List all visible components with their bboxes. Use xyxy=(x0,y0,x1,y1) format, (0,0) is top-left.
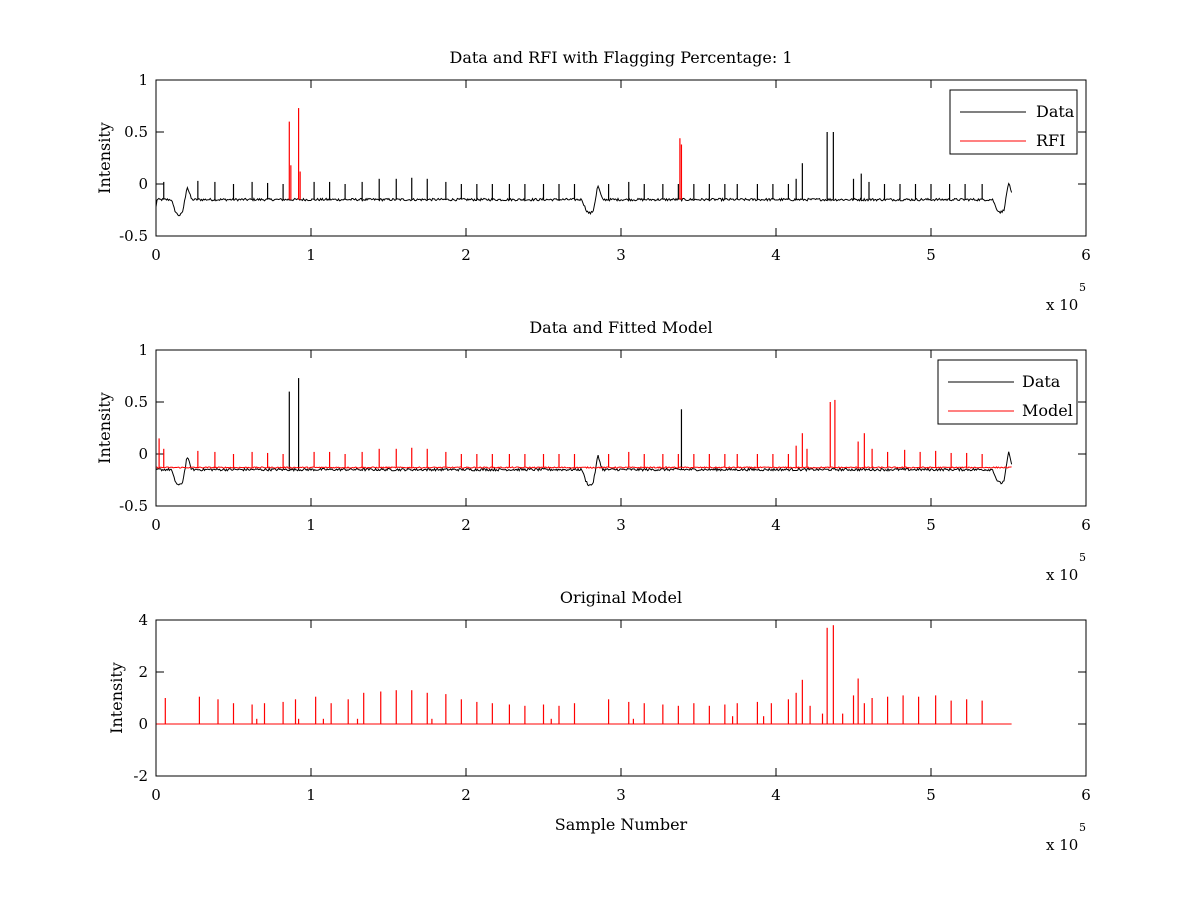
legend-label-model: Model xyxy=(1022,401,1073,420)
axes-box xyxy=(155,79,1087,237)
x-tick-label: 0 xyxy=(151,516,161,534)
panel-title: Data and RFI with Flagging Percentage: 1 xyxy=(449,48,792,67)
y-tick-label: 0.5 xyxy=(124,123,148,141)
x-tick-label: 1 xyxy=(306,246,316,264)
y-tick-label: 0 xyxy=(138,175,148,193)
x-exponent: 5 xyxy=(1079,551,1086,564)
legend: Data RFI xyxy=(949,89,1078,155)
x-tick-label: 4 xyxy=(771,786,781,804)
plot-area xyxy=(156,625,1012,725)
y-tick-label: 0 xyxy=(138,715,148,733)
y-tick-label: 0.5 xyxy=(124,393,148,411)
axes-box xyxy=(155,619,1087,777)
y-axis-label: Intensity xyxy=(95,122,114,194)
x-axis-label: Sample Number xyxy=(555,815,688,834)
y-axis-label: Intensity xyxy=(107,662,126,734)
y-tick-label: -2 xyxy=(133,767,148,785)
panel-title: Original Model xyxy=(560,588,682,607)
panel-title: Data and Fitted Model xyxy=(529,318,712,337)
x-tick-label: 3 xyxy=(616,786,626,804)
x-exponent: 5 xyxy=(1079,281,1086,294)
series-trace-model xyxy=(155,466,1012,469)
x-tick-label: 6 xyxy=(1081,516,1091,534)
x-tick-label: 6 xyxy=(1081,246,1091,264)
y-tick-label: -0.5 xyxy=(119,227,148,245)
y-tick-label: -0.5 xyxy=(119,497,148,515)
panel-data-model: Data and Fitted Model Intensity 0 1 2 3 4 5 6 -… xyxy=(95,318,1091,584)
x-tick-label: 4 xyxy=(771,246,781,264)
x-tick-label: 5 xyxy=(926,516,936,534)
x-tick-label: 3 xyxy=(616,516,626,534)
legend-label-data: Data xyxy=(1036,102,1075,121)
y-axis-label: Intensity xyxy=(95,392,114,464)
y-tick-label: 0 xyxy=(138,445,148,463)
x-multiplier: x 10 xyxy=(1046,566,1078,584)
x-tick-label: 2 xyxy=(461,786,471,804)
legend: Data Model xyxy=(937,359,1078,425)
x-tick-label: 5 xyxy=(926,786,936,804)
x-tick-label: 5 xyxy=(926,246,936,264)
plot-area xyxy=(155,108,1013,217)
y-tick-label: 2 xyxy=(138,663,148,681)
x-tick-label: 0 xyxy=(151,246,161,264)
x-tick-label: 2 xyxy=(461,246,471,264)
x-tick-label: 0 xyxy=(151,786,161,804)
x-tick-label: 2 xyxy=(461,516,471,534)
x-tick-label: 4 xyxy=(771,516,781,534)
y-tick-label: 4 xyxy=(138,611,148,629)
legend-box xyxy=(949,89,1078,155)
x-tick-label: 3 xyxy=(616,246,626,264)
x-tick-label: 1 xyxy=(306,516,316,534)
legend-label-rfi: RFI xyxy=(1036,131,1065,150)
legend-label-data: Data xyxy=(1022,372,1061,391)
x-multiplier: x 10 xyxy=(1046,836,1078,854)
x-multiplier: x 10 xyxy=(1046,296,1078,314)
axes-box xyxy=(155,349,1087,507)
x-exponent: 5 xyxy=(1079,821,1086,834)
plot-area xyxy=(155,378,1013,487)
x-tick-label: 1 xyxy=(306,786,316,804)
x-tick-label: 6 xyxy=(1081,786,1091,804)
y-tick-label: 1 xyxy=(138,71,148,89)
panel-data-rfi: Data and RFI with Flagging Percentage: 1… xyxy=(95,48,1091,314)
legend-box xyxy=(937,359,1078,425)
y-tick-label: 1 xyxy=(138,341,148,359)
